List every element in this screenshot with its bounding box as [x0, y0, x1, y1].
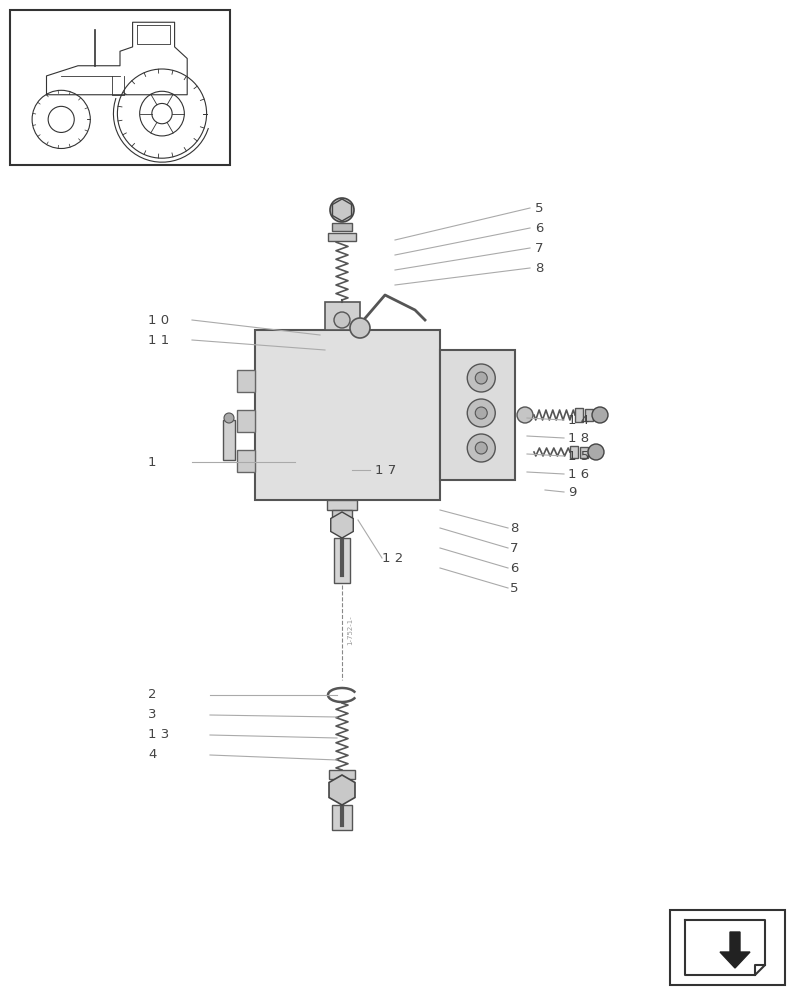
Bar: [669, 910, 784, 985]
Bar: [332, 223, 351, 231]
Bar: [569, 446, 577, 458]
Text: 1 0: 1 0: [148, 314, 169, 326]
Text: 9: 9: [568, 486, 576, 498]
Bar: [333, 538, 350, 583]
Text: 1-752-1-: 1-752-1-: [346, 615, 353, 645]
Bar: [324, 302, 359, 330]
Text: 8: 8: [534, 261, 543, 274]
Circle shape: [466, 434, 495, 462]
Text: 1 3: 1 3: [148, 728, 169, 742]
Bar: [237, 450, 255, 472]
Text: 1 1: 1 1: [148, 334, 169, 347]
Circle shape: [587, 444, 603, 460]
Bar: [327, 500, 357, 510]
Text: 6: 6: [534, 222, 543, 234]
Polygon shape: [332, 199, 351, 221]
Circle shape: [474, 442, 487, 454]
Text: 6: 6: [509, 562, 517, 574]
Text: 1 4: 1 4: [568, 414, 589, 426]
Text: 1 2: 1 2: [381, 552, 403, 564]
Text: 8: 8: [509, 522, 517, 534]
Bar: [328, 233, 355, 241]
Text: 5: 5: [509, 582, 518, 594]
Bar: [237, 410, 255, 432]
Bar: [584, 409, 592, 421]
Text: 1 7: 1 7: [375, 464, 396, 477]
Bar: [332, 510, 351, 518]
Circle shape: [333, 312, 350, 328]
Bar: [440, 350, 514, 480]
Bar: [255, 330, 440, 500]
Polygon shape: [328, 775, 354, 805]
Bar: [10, 10, 230, 165]
Text: 1 6: 1 6: [568, 468, 589, 481]
Bar: [223, 420, 234, 460]
Polygon shape: [719, 932, 749, 968]
Circle shape: [350, 318, 370, 338]
Circle shape: [474, 407, 487, 419]
Circle shape: [591, 407, 607, 423]
Text: 2: 2: [148, 688, 157, 702]
Bar: [328, 770, 354, 779]
Text: 1: 1: [148, 456, 157, 468]
Bar: [237, 370, 255, 392]
Text: 1 8: 1 8: [568, 432, 589, 444]
Text: 5: 5: [534, 202, 543, 215]
Circle shape: [517, 407, 532, 423]
Bar: [574, 408, 582, 422]
Text: 3: 3: [148, 708, 157, 722]
Bar: [579, 447, 587, 458]
Bar: [332, 805, 351, 830]
Text: 7: 7: [534, 241, 543, 254]
Text: 7: 7: [509, 542, 518, 554]
Circle shape: [329, 198, 354, 222]
Circle shape: [466, 364, 495, 392]
Text: 1 5: 1 5: [568, 450, 589, 462]
Polygon shape: [330, 512, 353, 538]
Circle shape: [466, 399, 495, 427]
Circle shape: [224, 413, 234, 423]
Circle shape: [474, 372, 487, 384]
Text: 4: 4: [148, 748, 157, 762]
